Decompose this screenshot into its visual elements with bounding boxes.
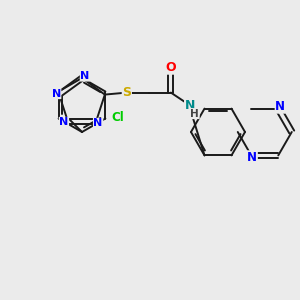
Text: N: N	[247, 151, 257, 164]
Text: N: N	[94, 118, 103, 128]
Text: N: N	[52, 88, 61, 99]
Text: N: N	[184, 99, 195, 112]
Text: O: O	[166, 61, 176, 74]
Text: H: H	[190, 109, 199, 118]
Text: N: N	[80, 71, 90, 81]
Text: N: N	[59, 117, 68, 128]
Text: Cl: Cl	[111, 111, 124, 124]
Text: S: S	[122, 86, 131, 99]
Text: N: N	[275, 100, 285, 113]
